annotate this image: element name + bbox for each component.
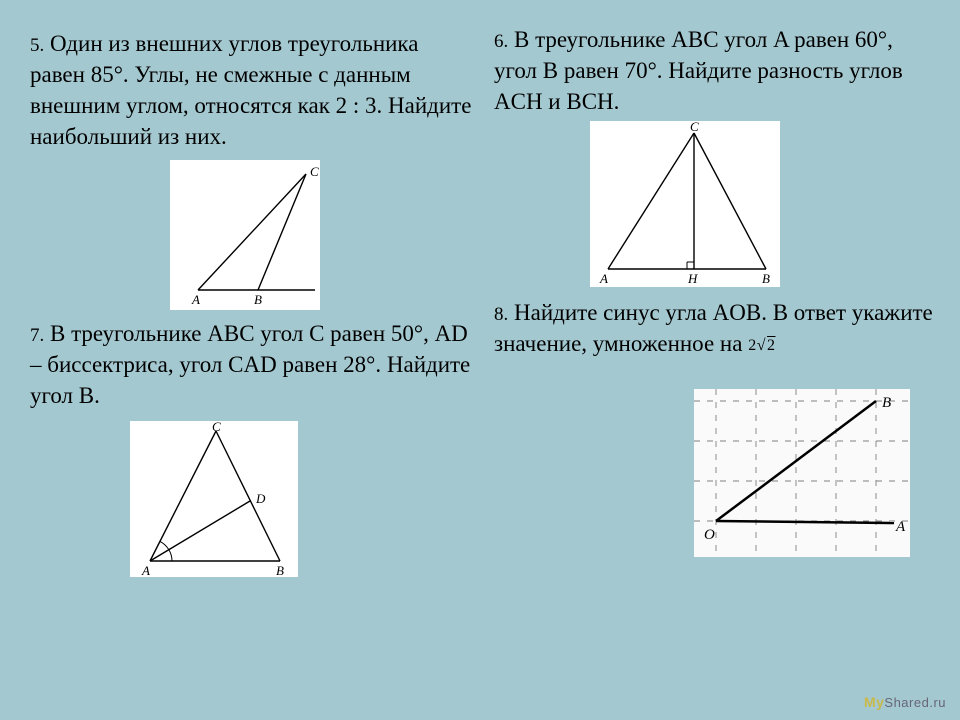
left-column: 5. Один из внешних углов треугольника ра… [30,28,476,710]
svg-text:B: B [276,563,284,577]
figure-7-wrap: A B C D [130,421,476,577]
problem-6-text: В треугольнике ABC угол A равен 60°, уго… [494,27,903,114]
svg-text:C: C [690,121,699,134]
svg-text:A: A [895,519,906,535]
figure-5: A B C [170,160,320,310]
svg-text:C: C [212,421,221,434]
problem-8-text: Найдите синус угла AOB. В ответ укажите … [494,300,933,356]
problem-5-text: Один из внешних углов треугольника равен… [30,31,471,149]
problem-5-number: 5. [30,35,44,56]
figure-8: O A B [694,389,910,557]
problem-5: 5. Один из внешних углов треугольника ра… [30,28,476,152]
svg-text:B: B [882,395,891,411]
page: 5. Один из внешних углов треугольника ра… [0,0,960,720]
svg-text:A: A [141,563,150,577]
svg-text:A: A [599,271,608,286]
figure-5-wrap: A B C [170,160,476,310]
problem-7-number: 7. [30,325,44,346]
figure-6-wrap: A B C H [590,121,940,287]
svg-text:H: H [687,271,698,286]
problem-8: 8. Найдите синус угла AOB. В ответ укажи… [494,297,940,359]
svg-text:B: B [254,292,262,307]
problem-6: 6. В треугольнике ABC угол A равен 60°, … [494,24,940,117]
problem-7-text: В треугольнике ABC угол C равен 50°, AD … [30,321,470,408]
figure-6: A B C H [590,121,780,287]
figure-8-wrap: O A B [694,389,940,557]
svg-text:B: B [762,271,770,286]
svg-text:D: D [255,491,266,506]
problem-6-number: 6. [494,31,508,52]
watermark-left: My [864,694,884,710]
figure-7: A B C D [130,421,298,577]
problem-7: 7. В треугольнике ABC угол C равен 50°, … [30,318,476,411]
problem-8-formula: 2√2 [748,335,775,357]
formula-radicand: 2 [766,337,776,354]
formula-coeff: 2 [748,337,757,354]
right-column: 6. В треугольнике ABC угол A равен 60°, … [494,28,940,710]
svg-text:A: A [191,292,200,307]
watermark: MyShared.ru [864,694,946,710]
problem-8-number: 8. [494,304,508,325]
svg-text:C: C [310,164,319,179]
svg-text:O: O [704,527,715,543]
watermark-right: Shared.ru [884,695,946,710]
